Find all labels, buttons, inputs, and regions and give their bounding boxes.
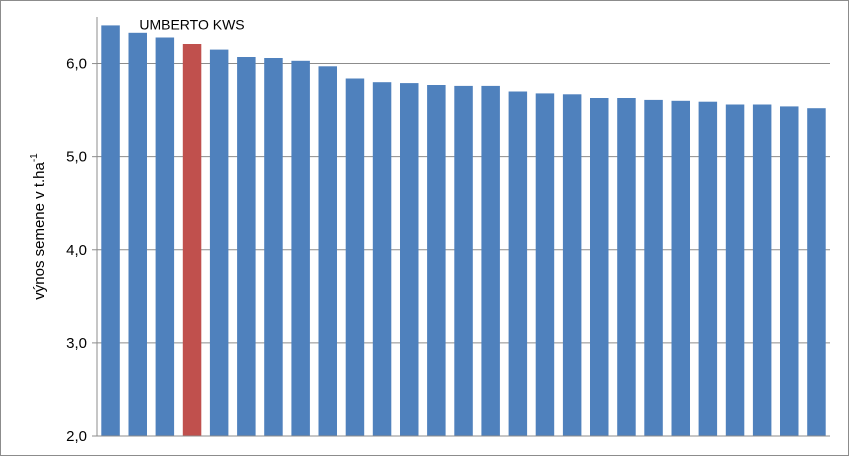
bar: [807, 108, 826, 436]
bar: [617, 98, 636, 436]
bars: [101, 25, 826, 437]
y-tick-label: 6,0: [66, 56, 87, 73]
bar: [237, 57, 256, 436]
bar: [128, 32, 147, 437]
bar: [372, 82, 392, 436]
y-tick-label: 2,0: [66, 428, 87, 445]
bar: [454, 85, 473, 437]
y-tick-label: 5,0: [66, 149, 87, 166]
bar-annotation: UMBERTO KWS: [139, 16, 244, 32]
bar: [291, 60, 310, 437]
bar: [644, 99, 663, 437]
y-axis-label-text: výnos semene v t.ha: [31, 162, 48, 300]
bar: [155, 37, 175, 436]
y-axis-label-superscript: -1: [29, 153, 40, 162]
bar: [345, 78, 365, 436]
bar: [318, 66, 337, 437]
bar: [671, 100, 690, 437]
bar-highlight: [182, 44, 202, 436]
bar: [780, 106, 799, 437]
bar: [264, 58, 283, 436]
bar: [562, 94, 582, 437]
y-tick-label: 3,0: [66, 335, 87, 352]
bar: [427, 85, 446, 436]
bar: [400, 83, 419, 436]
bar: [508, 91, 528, 436]
bar: [209, 49, 229, 436]
bar: [535, 93, 555, 437]
y-axis-label: výnos semene v t.ha-1: [29, 153, 48, 300]
bar: [725, 104, 745, 436]
y-tick-label: 4,0: [66, 242, 87, 259]
bar: [698, 101, 718, 436]
bar: [101, 25, 120, 437]
bar: [590, 98, 609, 436]
y-tick-labels: 2,0 3,0 4,0 5,0 6,0: [66, 56, 97, 445]
bar: [481, 85, 500, 437]
bar: [752, 104, 772, 436]
